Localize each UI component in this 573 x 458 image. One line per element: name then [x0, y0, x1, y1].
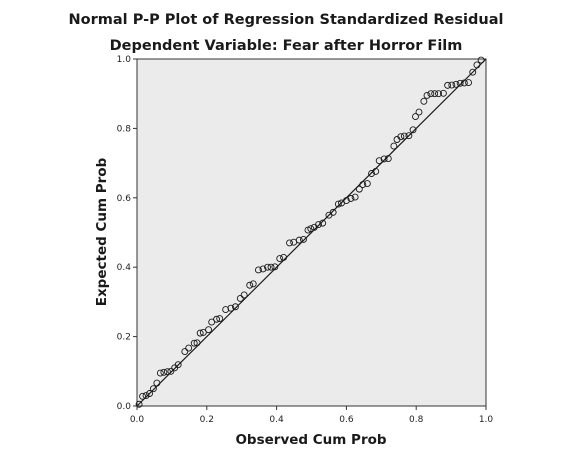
data-point: [193, 339, 201, 347]
data-point: [375, 157, 383, 165]
y-tick-label: 0.4: [117, 263, 132, 273]
data-point: [384, 155, 392, 163]
y-tick-label: 0.0: [117, 402, 132, 412]
data-point: [368, 170, 375, 177]
data-point: [156, 369, 164, 377]
data-point: [160, 368, 168, 376]
data-point: [456, 79, 464, 87]
data-point: [185, 344, 193, 352]
chart-subtitle: Dependent Variable: Fear after Horror Fi…: [110, 38, 463, 54]
x-tick-label: 0.0: [130, 415, 145, 425]
x-axis: 0.0 0.2 0.4 0.6 0.8 1.0: [130, 406, 494, 425]
data-point: [423, 91, 431, 99]
data-point: [236, 294, 244, 302]
data-point: [249, 280, 257, 288]
y-tick-label: 1.0: [117, 55, 132, 65]
y-tick-label: 0.2: [117, 333, 131, 343]
data-point: [174, 361, 182, 369]
x-tick-label: 0.4: [269, 415, 284, 425]
data-point: [190, 339, 198, 347]
data-point: [216, 315, 224, 323]
data-point: [142, 392, 150, 400]
data-point: [420, 97, 428, 105]
reference-line: [136, 58, 487, 407]
data-point: [412, 113, 419, 121]
data-point: [149, 385, 157, 393]
data-point: [319, 219, 327, 227]
data-point: [240, 291, 248, 299]
data-point: [271, 263, 279, 271]
data-point: [139, 392, 147, 400]
data-point: [307, 225, 315, 233]
y-tick-label: 0.8: [117, 124, 132, 134]
data-point: [431, 90, 439, 98]
data-point: [205, 326, 213, 334]
data-point: [334, 200, 342, 208]
x-tick-label: 0.6: [339, 415, 354, 425]
data-point: [448, 81, 456, 89]
data-point: [355, 185, 363, 193]
data-point: [315, 221, 322, 228]
data-point: [460, 79, 468, 87]
points-layer: [135, 56, 485, 408]
data-point: [213, 315, 221, 323]
data-point: [196, 329, 204, 337]
data-point: [409, 126, 417, 134]
data-point: [405, 132, 413, 140]
x-tick-label: 0.8: [409, 415, 424, 425]
data-point: [342, 197, 350, 205]
data-point: [286, 239, 293, 247]
data-point: [280, 254, 288, 261]
y-tick-label: 0.6: [117, 194, 132, 204]
data-point: [347, 195, 355, 202]
data-point: [167, 367, 175, 375]
data-point: [146, 390, 154, 397]
data-point: [435, 90, 442, 98]
data-point: [359, 181, 367, 189]
data-point: [181, 348, 189, 355]
data-point: [163, 368, 171, 376]
data-point: [390, 142, 398, 150]
data-point: [153, 379, 161, 387]
data-point: [227, 304, 235, 312]
data-point: [465, 79, 472, 87]
data-point: [372, 167, 380, 175]
data-point: [427, 90, 435, 98]
data-point: [222, 306, 230, 313]
x-tick-label: 0.2: [200, 415, 214, 425]
data-point: [295, 236, 303, 244]
data-point: [473, 61, 481, 69]
data-point: [351, 193, 359, 201]
data-point: [267, 263, 275, 271]
data-point: [329, 208, 337, 216]
data-point: [444, 81, 452, 89]
y-axis-title: Expected Cum Prob: [94, 157, 110, 306]
data-point: [415, 108, 423, 116]
data-point: [400, 132, 408, 140]
data-point: [255, 266, 262, 274]
data-point: [259, 265, 267, 273]
data-point: [264, 263, 271, 271]
data-point: [300, 235, 307, 243]
data-point: [380, 155, 388, 163]
data-point: [276, 255, 284, 262]
x-axis-title: Observed Cum Prob: [235, 432, 386, 448]
data-point: [231, 303, 239, 311]
data-point: [397, 133, 405, 141]
chart-title: Normal P-P Plot of Regression Standardiz…: [69, 12, 504, 28]
data-point: [469, 68, 477, 76]
data-point: [246, 281, 254, 289]
x-tick-label: 1.0: [479, 415, 494, 425]
data-point: [477, 56, 485, 64]
data-point: [135, 400, 143, 408]
data-point: [363, 180, 371, 188]
data-point: [439, 89, 447, 97]
data-point: [452, 80, 460, 88]
y-axis: 0.0 0.2 0.4 0.6 0.8 1.0: [117, 55, 137, 412]
data-point: [199, 328, 207, 336]
